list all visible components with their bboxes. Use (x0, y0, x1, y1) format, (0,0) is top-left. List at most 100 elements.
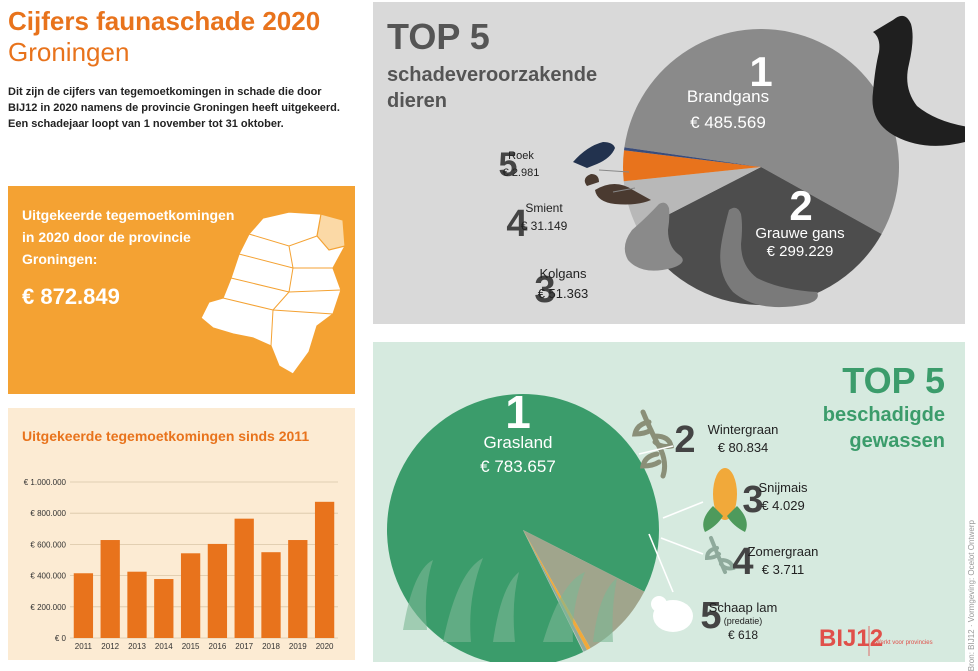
total-label-line: Groningen: (22, 251, 98, 267)
grey-goose-icon (720, 207, 818, 308)
y-tick-label: € 200.000 (30, 603, 66, 612)
page-subtitle: Groningen (8, 37, 130, 67)
total-label-line: Uitgekeerde tegemoetkomingen (22, 207, 235, 223)
slice-value: € 783.657 (480, 457, 556, 476)
wigeon-icon (584, 174, 651, 205)
bar (234, 518, 254, 638)
slice-value: € 80.834 (718, 440, 769, 455)
bar (73, 573, 94, 638)
rank-number: 5 (700, 595, 721, 637)
page-title: Cijfers faunaschade 2020 (8, 6, 321, 36)
y-tick-label: € 400.000 (30, 572, 66, 581)
slice-label: Grasland (484, 433, 553, 452)
bar (127, 571, 147, 638)
rank-number: 1 (505, 386, 531, 438)
credit-text: Bron: BIJ12 · Vormgeving: Ocelot Ontwerp (967, 520, 976, 671)
slice-label: Kolgans (540, 266, 587, 281)
corn-leaf-icon (703, 506, 747, 532)
intro-line: BIJ12 in 2020 namens de provincie Gronin… (8, 102, 340, 114)
slice-label: Brandgans (687, 87, 769, 106)
logo-tagline: Werkt voor provincies (875, 640, 933, 646)
y-tick-label: € 600.000 (30, 540, 66, 549)
slice-label: Wintergraan (708, 422, 779, 437)
sheep-head-icon (651, 596, 667, 612)
x-tick-label: 2020 (316, 642, 334, 651)
slice-label: Roek (508, 150, 534, 162)
bar (180, 553, 201, 638)
rook-icon (573, 142, 615, 168)
white-fronted-goose-icon (624, 202, 683, 271)
animals-subtitle: schadeveroorzakende dieren (387, 62, 597, 114)
chart-title: Uitgekeerde tegemoetkomingen sinds 2011 (22, 428, 310, 444)
animals-subtitle-line: dieren (387, 90, 448, 112)
bar (261, 552, 281, 638)
animals-subtitle-line: schadeveroorzakende (387, 64, 598, 86)
x-tick-label: 2012 (101, 642, 119, 651)
pie-slice (638, 167, 882, 306)
grass-icon (403, 558, 617, 642)
slice-value: € 3.711 (762, 562, 804, 577)
leader-line (648, 533, 674, 593)
slice-sublabel: (predatie) (724, 616, 763, 626)
bij12-logo: BIJ12 (819, 625, 883, 652)
rank-number: 3 (742, 479, 763, 521)
x-tick-label: 2017 (235, 642, 253, 651)
canada-goose-icon (872, 15, 965, 146)
slice-value: € 51.363 (538, 286, 589, 301)
slice-value: € 299.229 (767, 243, 834, 260)
slice-value: € 618 (728, 628, 758, 642)
crops-subtitle-line: gewassen (849, 430, 945, 452)
rank-number: 4 (732, 541, 753, 583)
pie-slice (623, 150, 761, 182)
leader-line (598, 169, 630, 173)
slice-value: € 2.981 (503, 167, 540, 179)
rank-number: 3 (534, 269, 555, 311)
animals-top5-heading: TOP 5 (387, 16, 490, 57)
crops-subtitle: beschadigde gewassen (823, 402, 945, 454)
y-tick-label: € 0 (55, 634, 67, 643)
x-tick-label: 2013 (128, 642, 146, 651)
slice-label: Grauwe gans (755, 225, 844, 242)
bar (100, 540, 120, 638)
total-box: Uitgekeerde tegemoetkomingen in 2020 doo… (8, 186, 355, 394)
bar (154, 579, 174, 638)
total-label: Uitgekeerde tegemoetkomingen in 2020 doo… (22, 204, 234, 270)
history-chart-box: Uitgekeerde tegemoetkomingen sinds 2011 … (8, 408, 355, 660)
intro-line: Dit zijn de cijfers van tegemoetkomingen… (8, 86, 322, 98)
crops-top5-heading: TOP 5 (842, 360, 945, 401)
pie-slice (387, 394, 659, 662)
leader-line (660, 537, 704, 555)
pie-slice (523, 530, 591, 651)
rank-number: 4 (506, 203, 527, 245)
leader-line (612, 187, 636, 193)
x-tick-label: 2015 (182, 642, 200, 651)
rank-number: 2 (789, 182, 812, 229)
rank-number: 2 (674, 419, 695, 461)
y-tick-label: € 1.000.000 (24, 478, 67, 487)
x-tick-label: 2014 (155, 642, 173, 651)
x-tick-label: 2018 (262, 642, 280, 651)
pie-slice (523, 530, 645, 649)
slice-label: Schaap lam (709, 600, 778, 615)
slice-value: € 485.569 (690, 113, 766, 132)
corn-icon (713, 468, 737, 520)
slice-value: € 4.029 (761, 498, 804, 513)
pie-slice (624, 29, 899, 235)
x-tick-label: 2011 (75, 642, 93, 651)
x-tick-label: 2019 (289, 642, 307, 651)
y-tick-label: € 800.000 (30, 509, 66, 518)
slice-value: € 31.149 (521, 219, 568, 233)
pie-slice (624, 147, 761, 167)
bar-chart: € 0 € 200.000 € 400.000 € 600.000 € 800.000 €… (24, 478, 338, 651)
intro-text: Dit zijn de cijfers van tegemoetkomingen… (8, 84, 363, 132)
netherlands-map-icon (200, 211, 346, 375)
bar (207, 543, 228, 638)
leader-line (662, 501, 704, 519)
rank-number: 5 (499, 146, 518, 184)
crops-subtitle-line: beschadigde (822, 404, 945, 426)
rank-number: 1 (749, 48, 772, 95)
bar (314, 501, 335, 638)
x-tick-label: 2016 (209, 642, 227, 651)
